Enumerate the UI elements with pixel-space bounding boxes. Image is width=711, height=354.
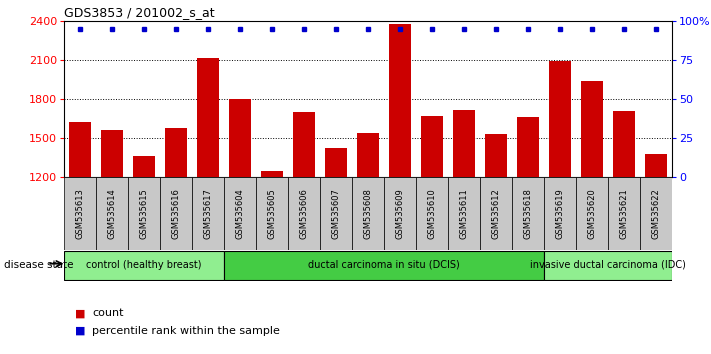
FancyBboxPatch shape bbox=[224, 251, 544, 280]
Bar bbox=[421, 116, 443, 177]
Bar bbox=[197, 58, 219, 177]
Text: ■: ■ bbox=[75, 308, 85, 318]
FancyBboxPatch shape bbox=[544, 177, 576, 250]
FancyBboxPatch shape bbox=[320, 177, 352, 250]
FancyBboxPatch shape bbox=[256, 177, 288, 250]
FancyBboxPatch shape bbox=[352, 177, 384, 250]
Bar bbox=[389, 24, 411, 177]
Text: GSM535620: GSM535620 bbox=[587, 188, 597, 239]
FancyBboxPatch shape bbox=[64, 177, 96, 250]
FancyBboxPatch shape bbox=[64, 251, 224, 280]
FancyBboxPatch shape bbox=[384, 177, 416, 250]
Text: GSM535619: GSM535619 bbox=[555, 188, 565, 239]
FancyBboxPatch shape bbox=[416, 177, 448, 250]
Text: GSM535616: GSM535616 bbox=[171, 188, 181, 239]
FancyBboxPatch shape bbox=[480, 177, 512, 250]
Bar bbox=[517, 117, 539, 177]
Text: GSM535622: GSM535622 bbox=[651, 188, 661, 239]
Text: GSM535610: GSM535610 bbox=[427, 188, 437, 239]
Text: GSM535612: GSM535612 bbox=[491, 188, 501, 239]
Bar bbox=[645, 154, 667, 177]
Text: GSM535604: GSM535604 bbox=[235, 188, 245, 239]
Bar bbox=[165, 128, 187, 177]
Text: GSM535614: GSM535614 bbox=[107, 188, 117, 239]
FancyBboxPatch shape bbox=[192, 177, 224, 250]
Text: GSM535611: GSM535611 bbox=[459, 188, 469, 239]
Text: percentile rank within the sample: percentile rank within the sample bbox=[92, 326, 280, 336]
Text: GSM535606: GSM535606 bbox=[299, 188, 309, 239]
Bar bbox=[325, 148, 347, 177]
FancyBboxPatch shape bbox=[512, 177, 544, 250]
Bar bbox=[293, 112, 315, 177]
Bar bbox=[133, 156, 155, 177]
Text: control (healthy breast): control (healthy breast) bbox=[86, 260, 202, 270]
FancyBboxPatch shape bbox=[576, 177, 608, 250]
Text: GSM535615: GSM535615 bbox=[139, 188, 149, 239]
FancyBboxPatch shape bbox=[96, 177, 128, 250]
FancyBboxPatch shape bbox=[224, 177, 256, 250]
FancyBboxPatch shape bbox=[448, 177, 480, 250]
Bar bbox=[613, 111, 635, 177]
Bar bbox=[101, 130, 123, 177]
FancyBboxPatch shape bbox=[160, 177, 192, 250]
Text: ductal carcinoma in situ (DCIS): ductal carcinoma in situ (DCIS) bbox=[308, 260, 460, 270]
Bar bbox=[261, 171, 283, 177]
Text: GSM535607: GSM535607 bbox=[331, 188, 341, 239]
Text: GSM535613: GSM535613 bbox=[75, 188, 85, 239]
Bar bbox=[549, 62, 571, 177]
Text: disease state: disease state bbox=[4, 261, 73, 270]
Bar bbox=[69, 122, 91, 177]
FancyBboxPatch shape bbox=[128, 177, 160, 250]
Text: invasive ductal carcinoma (IDC): invasive ductal carcinoma (IDC) bbox=[530, 260, 686, 270]
Text: GSM535609: GSM535609 bbox=[395, 188, 405, 239]
Text: GDS3853 / 201002_s_at: GDS3853 / 201002_s_at bbox=[64, 6, 215, 19]
Text: GSM535621: GSM535621 bbox=[619, 188, 629, 239]
Text: GSM535608: GSM535608 bbox=[363, 188, 373, 239]
Text: GSM535618: GSM535618 bbox=[523, 188, 533, 239]
FancyBboxPatch shape bbox=[608, 177, 640, 250]
Text: GSM535605: GSM535605 bbox=[267, 188, 277, 239]
FancyBboxPatch shape bbox=[640, 177, 672, 250]
Bar bbox=[453, 109, 475, 177]
Text: count: count bbox=[92, 308, 124, 318]
FancyBboxPatch shape bbox=[544, 251, 672, 280]
Text: ■: ■ bbox=[75, 326, 85, 336]
Bar bbox=[581, 81, 603, 177]
Bar bbox=[357, 133, 379, 177]
FancyBboxPatch shape bbox=[288, 177, 320, 250]
Bar bbox=[229, 99, 251, 177]
Text: GSM535617: GSM535617 bbox=[203, 188, 213, 239]
Bar bbox=[485, 134, 507, 177]
